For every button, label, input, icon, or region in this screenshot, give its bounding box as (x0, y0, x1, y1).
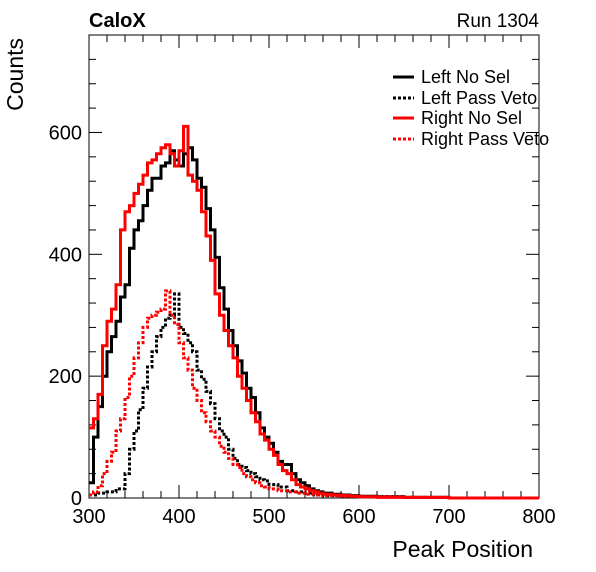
x-tick-label: 500 (252, 506, 285, 528)
x-tick-label: 400 (162, 506, 195, 528)
legend-entry-right-pass-veto: Right Pass Veto (393, 129, 549, 149)
y-tick-label: 200 (49, 366, 82, 388)
y-tick-label: 0 (71, 488, 82, 510)
plot-frame (88, 34, 540, 499)
series-right-no-sel (89, 124, 539, 500)
series-left-no-sel (89, 146, 539, 500)
legend-label-left-pass-veto: Left Pass Veto (421, 88, 537, 108)
series-left-pass-veto (89, 292, 539, 500)
chart-subtitle: Run 1304 (457, 11, 540, 32)
x-tick-label: 700 (432, 506, 465, 528)
tick-labels: 300 400 500 600 700 800 0 200 400 600 (49, 122, 556, 528)
legend-label-right-pass-veto: Right Pass Veto (421, 129, 549, 149)
y-axis-title: Counts (2, 38, 28, 111)
legend-entry-right-no-sel: Right No Sel (393, 108, 522, 128)
x-tick-label: 800 (522, 506, 555, 528)
legend: Left No Sel Left Pass Veto Right No Sel … (393, 67, 549, 149)
series-right-pass-veto (89, 289, 539, 500)
chart-title: CaloX (89, 10, 146, 32)
x-axis-title: Peak Position (392, 536, 533, 562)
y-tick-label: 400 (49, 244, 82, 266)
legend-entry-left-no-sel: Left No Sel (393, 67, 510, 87)
x-tick-label: 600 (342, 506, 375, 528)
legend-label-left-no-sel: Left No Sel (421, 67, 510, 87)
legend-entry-left-pass-veto: Left Pass Veto (393, 88, 537, 108)
x-tick-label: 300 (72, 506, 105, 528)
legend-label-right-no-sel: Right No Sel (421, 108, 522, 128)
series-group (89, 124, 539, 500)
y-tick-label: 600 (49, 122, 82, 144)
